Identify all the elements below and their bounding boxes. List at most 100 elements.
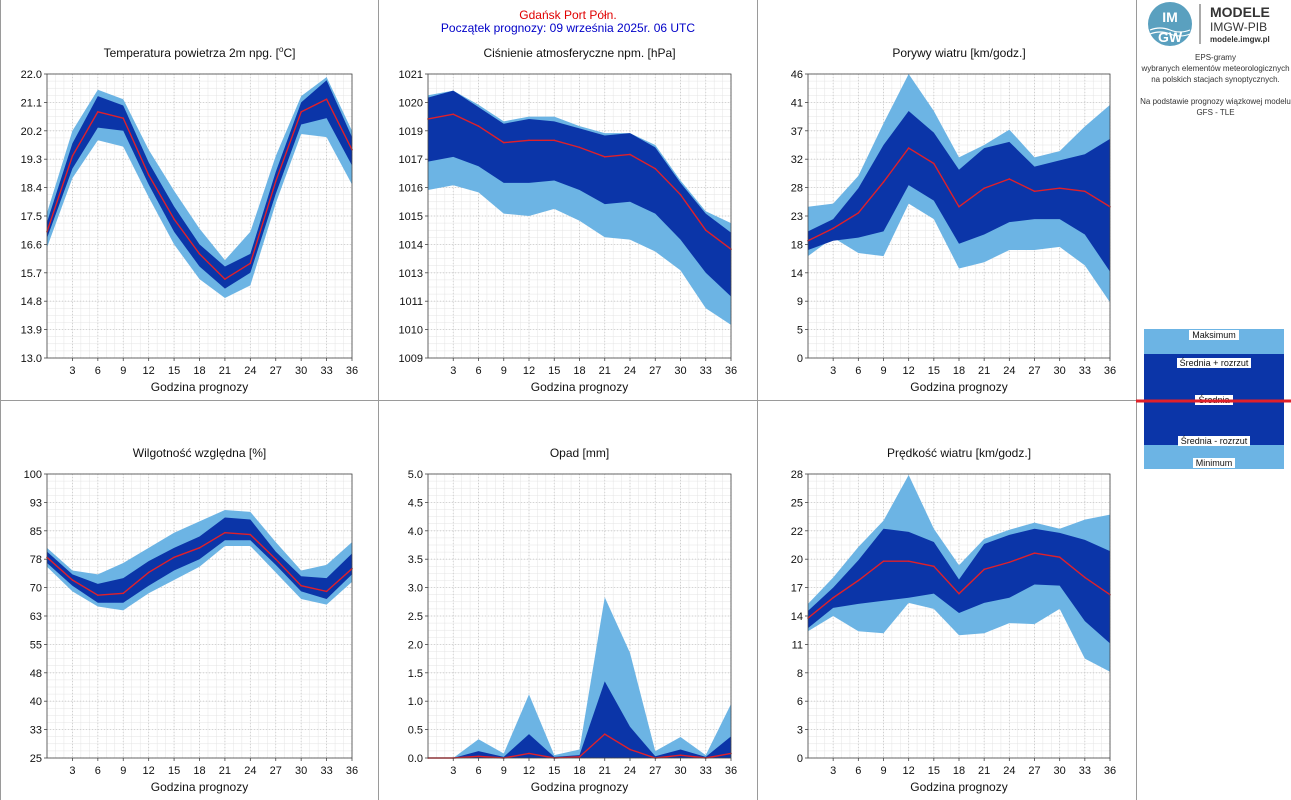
x-tick-label: 30 [674,365,686,377]
description-line: Na podstawie prognozy wiązkowej modelu [1140,97,1291,106]
station-name: Gdańsk Port Półn. [519,8,616,22]
legend-label-mean: Średnia [1144,395,1284,406]
x-tick-label: 3 [830,365,836,377]
y-tick-label: 1016 [399,183,423,195]
x-axis-label: Godzina prognozy [151,780,248,794]
mean-point [1058,556,1061,558]
x-tick-label: 27 [1028,765,1040,777]
mean-point [224,278,226,280]
y-tick-label: 25 [30,753,42,765]
band-min-max [47,77,352,299]
legend-label-min: Minimum [1144,458,1284,469]
y-tick-label: 63 [30,611,42,623]
mean-point [1008,561,1011,564]
mean-point [629,153,631,156]
y-tick-label: 48 [30,668,42,680]
mean-point [325,590,328,593]
mean-point [71,579,74,581]
y-tick-label: 1009 [399,353,423,365]
legend-label-max: Maksimum [1144,330,1284,341]
x-axis-label: Godzina prognozy [531,780,628,794]
y-tick-label: 1019 [399,126,423,138]
y-tick-label: 41 [791,97,803,109]
x-tick-label: 36 [725,765,737,777]
y-tick-label: 46 [791,69,803,81]
x-tick-label: 12 [523,365,535,377]
x-tick-label: 15 [168,765,180,777]
y-tick-label: 1020 [399,97,423,109]
x-tick-label: 36 [1104,365,1116,377]
y-tick-label: 13.9 [21,325,42,337]
mean-point [502,141,505,144]
mean-point [1084,190,1086,193]
logo-url: modele.imgw.pl [1210,35,1270,44]
mean-point [933,565,935,568]
x-tick-label: 36 [346,365,358,377]
x-tick-label: 18 [573,365,585,377]
x-tick-label: 33 [700,765,712,777]
imgw-logo[interactable]: IM GW MODELE IMGW-PIB modele.imgw.pl [1140,0,1291,50]
x-tick-label: 15 [548,765,560,777]
mean-point [679,193,682,196]
mean-point [198,547,201,549]
mean-point [122,117,125,119]
y-tick-label: 1017 [399,154,423,166]
y-tick-label: 1010 [399,325,423,337]
legend-label-mean-plus: Średnia + rozrzut [1144,358,1284,369]
x-tick-label: 30 [295,765,307,777]
band-mean-spread [808,111,1110,272]
logo-mark-bottom: GW [1158,29,1183,45]
charts-group: 13.0 13.9 14.8 15.7 16.6 17.5 18.4 19.3 20.2 21.1… [21,45,1117,794]
description-line: wybranych elementów meteorologicznych [1141,64,1290,73]
chart-temperature: 13.0 13.9 14.8 15.7 16.6 17.5 18.4 19.3 20.2 21.1… [21,45,359,394]
band-min-max [808,475,1110,672]
mean-point [704,229,707,231]
mean-point [907,147,910,149]
mean-point [97,594,99,596]
x-tick-label: 36 [1104,765,1116,777]
description-line: na polskich stacjach synoptycznych. [1151,75,1280,84]
mean-point [477,125,480,127]
mean-point [629,748,631,751]
y-tick-label: 4.0 [408,526,423,538]
x-axis-label: Godzina prognozy [910,780,1007,794]
x-tick-label: 21 [978,765,990,777]
mean-point [882,560,885,563]
mean-point [71,155,74,157]
mean-point [907,560,910,563]
y-tick-label: 3 [797,725,803,737]
x-tick-label: 21 [219,765,231,777]
x-tick-label: 24 [244,365,256,377]
x-tick-label: 6 [855,365,861,377]
chart-title: Opad [mm] [550,446,609,460]
mean-point [274,558,277,560]
x-tick-label: 18 [953,365,965,377]
y-tick-label: 20 [791,554,803,566]
x-tick-label: 6 [855,765,861,777]
x-axis-label: Godzina prognozy [531,380,628,394]
x-tick-label: 21 [978,365,990,377]
mean-point [528,752,530,755]
mean-point [452,113,455,116]
y-tick-label: 16.6 [21,239,42,251]
x-tick-label: 12 [143,365,155,377]
y-tick-label: 0 [797,353,803,365]
mean-point [553,139,556,142]
mean-point [857,579,860,582]
legend-label-mean-minus: Średnia - rozrzut [1144,436,1284,447]
x-tick-label: 15 [548,365,560,377]
mean-point [832,596,834,599]
x-tick-label: 30 [674,765,686,777]
y-tick-label: 22.0 [21,69,42,81]
y-tick-label: 21.1 [21,97,42,109]
y-tick-label: 9 [797,296,803,308]
mean-point [325,98,328,101]
x-tick-label: 3 [830,765,836,777]
y-tick-label: 28 [791,469,803,481]
x-tick-label: 6 [475,765,481,777]
x-tick-label: 9 [880,365,886,377]
x-tick-label: 27 [270,765,282,777]
y-tick-label: 17.5 [21,211,42,223]
